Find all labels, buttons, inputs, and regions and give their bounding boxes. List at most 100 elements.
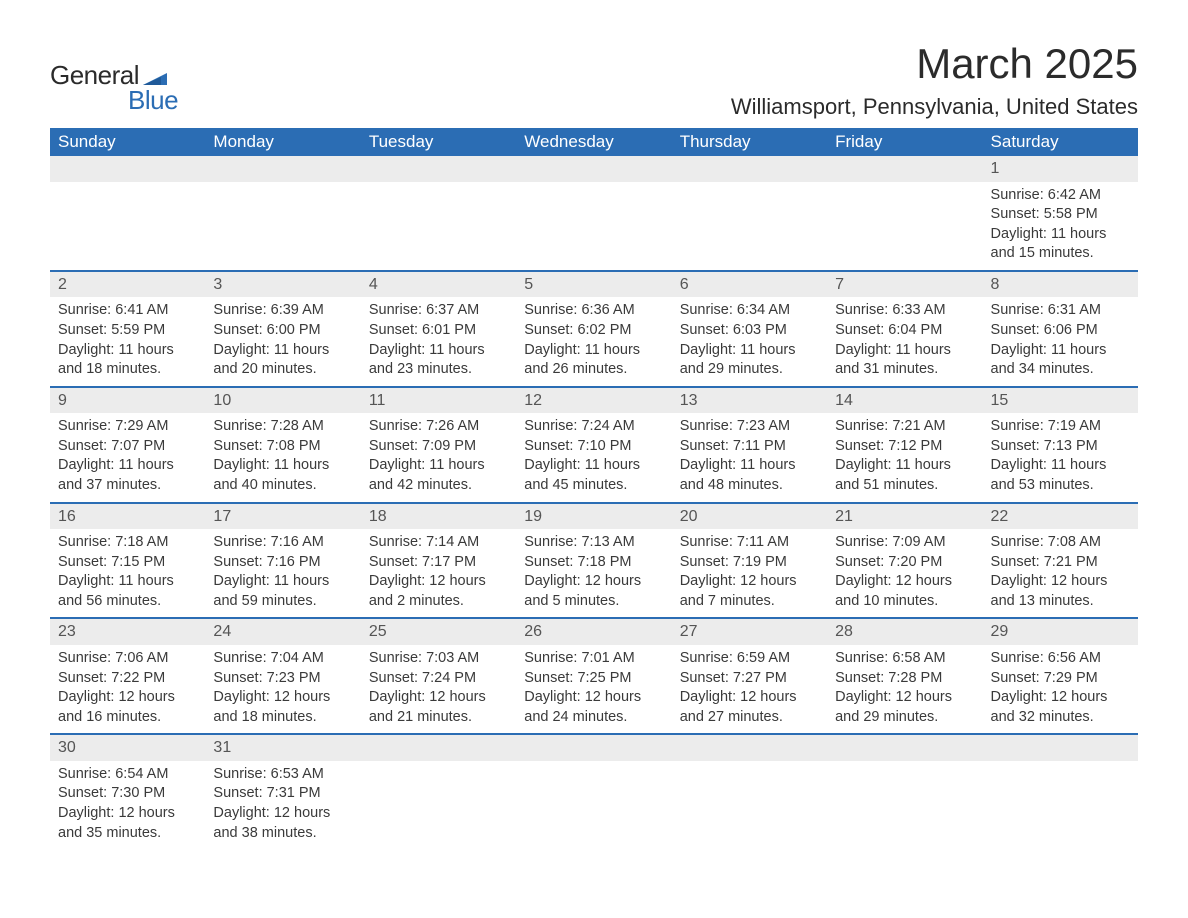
day-content-cell: Sunrise: 6:36 AMSunset: 6:02 PMDaylight:…: [516, 297, 671, 386]
day-number-cell: [516, 734, 671, 761]
day-content-cell: [361, 761, 516, 849]
brand-logo: General Blue: [50, 60, 178, 116]
day-content-cell: Sunrise: 6:59 AMSunset: 7:27 PMDaylight:…: [672, 645, 827, 734]
daylight-text: and 15 minutes.: [991, 244, 1130, 264]
sunrise-text: Sunrise: 6:39 AM: [213, 301, 352, 321]
day-content-cell: [672, 761, 827, 849]
day-number-cell: 26: [516, 618, 671, 645]
sunset-text: Sunset: 6:03 PM: [680, 321, 819, 341]
sunrise-text: Sunrise: 6:33 AM: [835, 301, 974, 321]
day-number-cell: 5: [516, 271, 671, 298]
weekday-header: Sunday: [50, 128, 205, 156]
day-number-cell: [516, 156, 671, 182]
sunrise-text: Sunrise: 6:58 AM: [835, 649, 974, 669]
day-content-cell: [50, 182, 205, 271]
day-number-cell: 17: [205, 503, 360, 530]
sunset-text: Sunset: 5:59 PM: [58, 321, 197, 341]
daylight-text: and 51 minutes.: [835, 476, 974, 496]
day-number-cell: [361, 156, 516, 182]
day-content-cell: Sunrise: 7:26 AMSunset: 7:09 PMDaylight:…: [361, 413, 516, 502]
day-number-cell: 13: [672, 387, 827, 414]
day-number-cell: 21: [827, 503, 982, 530]
brand-word-blue: Blue: [128, 85, 178, 116]
day-number-cell: 8: [983, 271, 1138, 298]
daylight-text: Daylight: 11 hours: [58, 572, 197, 592]
weekday-header: Thursday: [672, 128, 827, 156]
day-content-cell: Sunrise: 7:04 AMSunset: 7:23 PMDaylight:…: [205, 645, 360, 734]
day-content-cell: Sunrise: 6:39 AMSunset: 6:00 PMDaylight:…: [205, 297, 360, 386]
day-number-cell: 23: [50, 618, 205, 645]
daylight-text: and 37 minutes.: [58, 476, 197, 496]
day-number-cell: 28: [827, 618, 982, 645]
day-content-cell: Sunrise: 7:23 AMSunset: 7:11 PMDaylight:…: [672, 413, 827, 502]
day-content-cell: Sunrise: 7:24 AMSunset: 7:10 PMDaylight:…: [516, 413, 671, 502]
daylight-text: and 13 minutes.: [991, 592, 1130, 612]
daylight-text: and 29 minutes.: [680, 360, 819, 380]
daynum-row: 9101112131415: [50, 387, 1138, 414]
sunset-text: Sunset: 7:28 PM: [835, 669, 974, 689]
sunset-text: Sunset: 7:30 PM: [58, 784, 197, 804]
sunset-text: Sunset: 7:21 PM: [991, 553, 1130, 573]
sunrise-text: Sunrise: 7:21 AM: [835, 417, 974, 437]
day-number-cell: 15: [983, 387, 1138, 414]
day-content-row: Sunrise: 6:54 AMSunset: 7:30 PMDaylight:…: [50, 761, 1138, 849]
day-content-cell: Sunrise: 6:58 AMSunset: 7:28 PMDaylight:…: [827, 645, 982, 734]
daylight-text: Daylight: 12 hours: [213, 688, 352, 708]
sunset-text: Sunset: 7:18 PM: [524, 553, 663, 573]
sunset-text: Sunset: 7:11 PM: [680, 437, 819, 457]
day-content-cell: Sunrise: 7:03 AMSunset: 7:24 PMDaylight:…: [361, 645, 516, 734]
daylight-text: Daylight: 12 hours: [680, 572, 819, 592]
day-number-cell: [672, 156, 827, 182]
sunrise-calendar: Sunday Monday Tuesday Wednesday Thursday…: [50, 128, 1138, 849]
day-number-cell: 6: [672, 271, 827, 298]
daylight-text: Daylight: 11 hours: [680, 456, 819, 476]
day-content-cell: Sunrise: 7:11 AMSunset: 7:19 PMDaylight:…: [672, 529, 827, 618]
sunrise-text: Sunrise: 7:13 AM: [524, 533, 663, 553]
daylight-text: Daylight: 12 hours: [369, 572, 508, 592]
daylight-text: and 26 minutes.: [524, 360, 663, 380]
day-number-cell: 30: [50, 734, 205, 761]
daylight-text: and 27 minutes.: [680, 708, 819, 728]
daylight-text: Daylight: 11 hours: [835, 456, 974, 476]
daylight-text: and 34 minutes.: [991, 360, 1130, 380]
sunset-text: Sunset: 7:10 PM: [524, 437, 663, 457]
day-content-cell: Sunrise: 6:34 AMSunset: 6:03 PMDaylight:…: [672, 297, 827, 386]
daylight-text: and 53 minutes.: [991, 476, 1130, 496]
day-number-cell: [827, 156, 982, 182]
day-content-cell: [516, 182, 671, 271]
day-content-cell: Sunrise: 7:21 AMSunset: 7:12 PMDaylight:…: [827, 413, 982, 502]
daylight-text: and 21 minutes.: [369, 708, 508, 728]
sunset-text: Sunset: 6:06 PM: [991, 321, 1130, 341]
title-block: March 2025 Williamsport, Pennsylvania, U…: [731, 40, 1138, 120]
sunrise-text: Sunrise: 7:03 AM: [369, 649, 508, 669]
daylight-text: Daylight: 12 hours: [524, 688, 663, 708]
daylight-text: and 38 minutes.: [213, 824, 352, 844]
daylight-text: Daylight: 11 hours: [213, 572, 352, 592]
daylight-text: and 16 minutes.: [58, 708, 197, 728]
day-number-cell: 24: [205, 618, 360, 645]
sunset-text: Sunset: 7:20 PM: [835, 553, 974, 573]
daylight-text: Daylight: 11 hours: [835, 341, 974, 361]
day-number-cell: 25: [361, 618, 516, 645]
day-number-cell: 7: [827, 271, 982, 298]
day-number-cell: 16: [50, 503, 205, 530]
daylight-text: Daylight: 11 hours: [991, 456, 1130, 476]
daylight-text: Daylight: 11 hours: [524, 341, 663, 361]
day-content-cell: Sunrise: 6:54 AMSunset: 7:30 PMDaylight:…: [50, 761, 205, 849]
sunset-text: Sunset: 7:12 PM: [835, 437, 974, 457]
sunrise-text: Sunrise: 6:34 AM: [680, 301, 819, 321]
daylight-text: Daylight: 12 hours: [835, 572, 974, 592]
daylight-text: Daylight: 11 hours: [680, 341, 819, 361]
daylight-text: and 20 minutes.: [213, 360, 352, 380]
daylight-text: and 7 minutes.: [680, 592, 819, 612]
day-content-cell: Sunrise: 6:31 AMSunset: 6:06 PMDaylight:…: [983, 297, 1138, 386]
day-content-cell: Sunrise: 6:37 AMSunset: 6:01 PMDaylight:…: [361, 297, 516, 386]
daylight-text: Daylight: 11 hours: [213, 456, 352, 476]
weekday-header: Friday: [827, 128, 982, 156]
sunset-text: Sunset: 7:17 PM: [369, 553, 508, 573]
sunrise-text: Sunrise: 7:18 AM: [58, 533, 197, 553]
sunrise-text: Sunrise: 7:06 AM: [58, 649, 197, 669]
day-number-cell: 19: [516, 503, 671, 530]
sunset-text: Sunset: 7:25 PM: [524, 669, 663, 689]
day-content-cell: Sunrise: 7:01 AMSunset: 7:25 PMDaylight:…: [516, 645, 671, 734]
